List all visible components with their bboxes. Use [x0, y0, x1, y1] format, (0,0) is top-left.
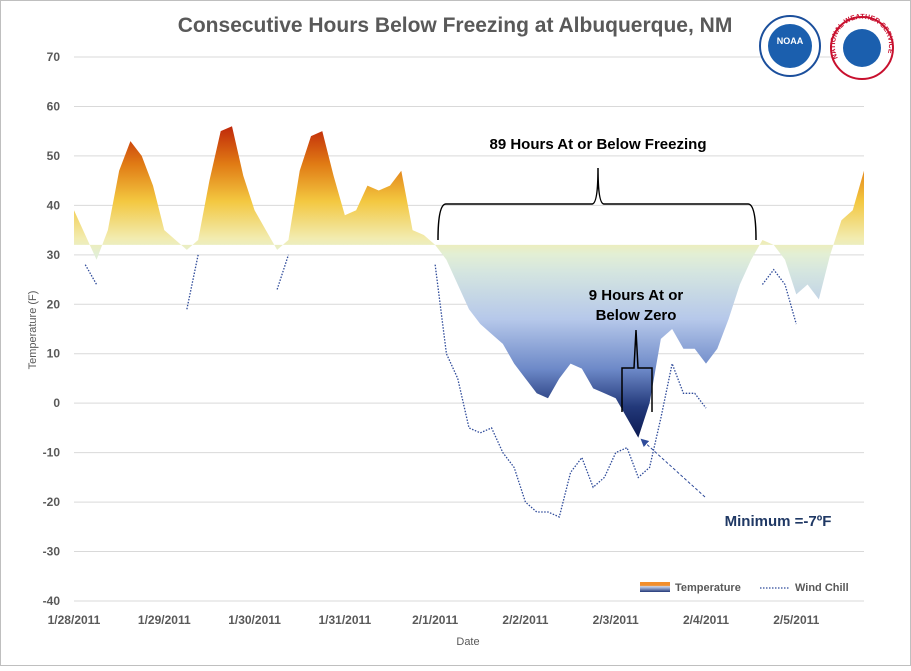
- x-tick-label: 2/4/2011: [683, 613, 729, 627]
- wind-chill-line: [84, 254, 797, 518]
- y-tick-label: -40: [43, 594, 61, 608]
- zero-bracket: [621, 329, 653, 412]
- freezing-bracket: [437, 167, 757, 241]
- x-tick-label: 2/1/2011: [412, 613, 458, 627]
- x-tick-label: 1/31/2011: [318, 613, 371, 627]
- x-tick-label: 2/3/2011: [593, 613, 639, 627]
- temperature-area: [74, 126, 864, 438]
- logo-text: NOAA: [777, 36, 804, 46]
- x-tick-label: 1/28/2011: [48, 613, 101, 627]
- y-tick-label: 10: [47, 347, 61, 361]
- y-axis-label: Temperature (F): [27, 291, 39, 370]
- legend-label: Wind Chill: [795, 582, 849, 594]
- y-tick-label: -20: [43, 495, 61, 509]
- y-tick-label: -30: [43, 545, 61, 559]
- annotation: Below Zero: [596, 307, 677, 324]
- y-tick-label: 20: [47, 297, 61, 311]
- chart-title: Consecutive Hours Below Freezing at Albu…: [178, 14, 733, 37]
- annotation: 89 Hours At or Below Freezing: [490, 136, 707, 153]
- x-tick-label: 2/2/2011: [502, 613, 548, 627]
- legend-swatch: [640, 582, 670, 592]
- nws-logo: [843, 29, 881, 67]
- noaa-logo: [768, 24, 812, 68]
- x-tick-label: 2/5/2011: [773, 613, 819, 627]
- y-tick-label: 50: [47, 149, 61, 163]
- plot: -40 -30 -20 -10 0 10 20 30 40 50 60 70 1/28/2011 1/29…: [43, 50, 864, 627]
- x-tick-label: 1/30/2011: [228, 613, 281, 627]
- y-tick-label: 70: [47, 50, 61, 64]
- x-axis-label: Date: [456, 636, 479, 648]
- y-tick-label: -10: [43, 446, 61, 460]
- annotation: Minimum =-7ºF: [725, 513, 832, 530]
- y-tick-label: 30: [47, 248, 61, 262]
- x-tick-label: 1/29/2011: [138, 613, 191, 627]
- y-tick-label: 60: [47, 99, 61, 113]
- legend-label: Temperature: [675, 582, 741, 594]
- legend: Temperature Wind Chill: [640, 582, 849, 594]
- y-tick-label: 40: [47, 198, 61, 212]
- y-tick-label: 0: [53, 396, 60, 410]
- annotation: 9 Hours At or: [589, 287, 684, 304]
- arrow: [640, 438, 706, 498]
